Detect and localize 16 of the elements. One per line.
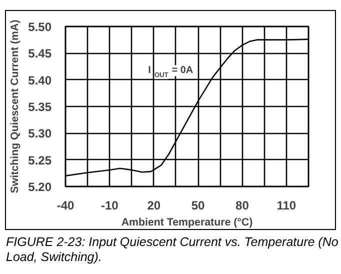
x-tick-label: 20 (147, 198, 161, 212)
y-tick-label: 5.30 (28, 126, 52, 141)
caption: FIGURE 2-23: Input Quiescent Current vs. Temperature (No Load, Switching). (6, 235, 340, 265)
y-tick-label: 5.50 (28, 20, 52, 34)
y-axis-title: Switching Quiescent Current (mA) (9, 19, 22, 194)
x-tick-label: -10 (101, 198, 119, 212)
y-tick-label: 5.25 (28, 153, 52, 168)
y-tick-label: 5.45 (28, 46, 52, 61)
x-tick-label: 110 (276, 198, 296, 212)
x-axis-title: Ambient Temperature (°C) (121, 216, 254, 228)
y-tick-label: 5.40 (28, 73, 52, 88)
x-tick-label: 80 (236, 198, 250, 212)
y-tick-label: 5.20 (28, 180, 52, 194)
x-tick-label: 50 (191, 198, 206, 212)
y-tick-label: 5.35 (28, 100, 52, 114)
x-tick-label: -40 (56, 198, 74, 212)
